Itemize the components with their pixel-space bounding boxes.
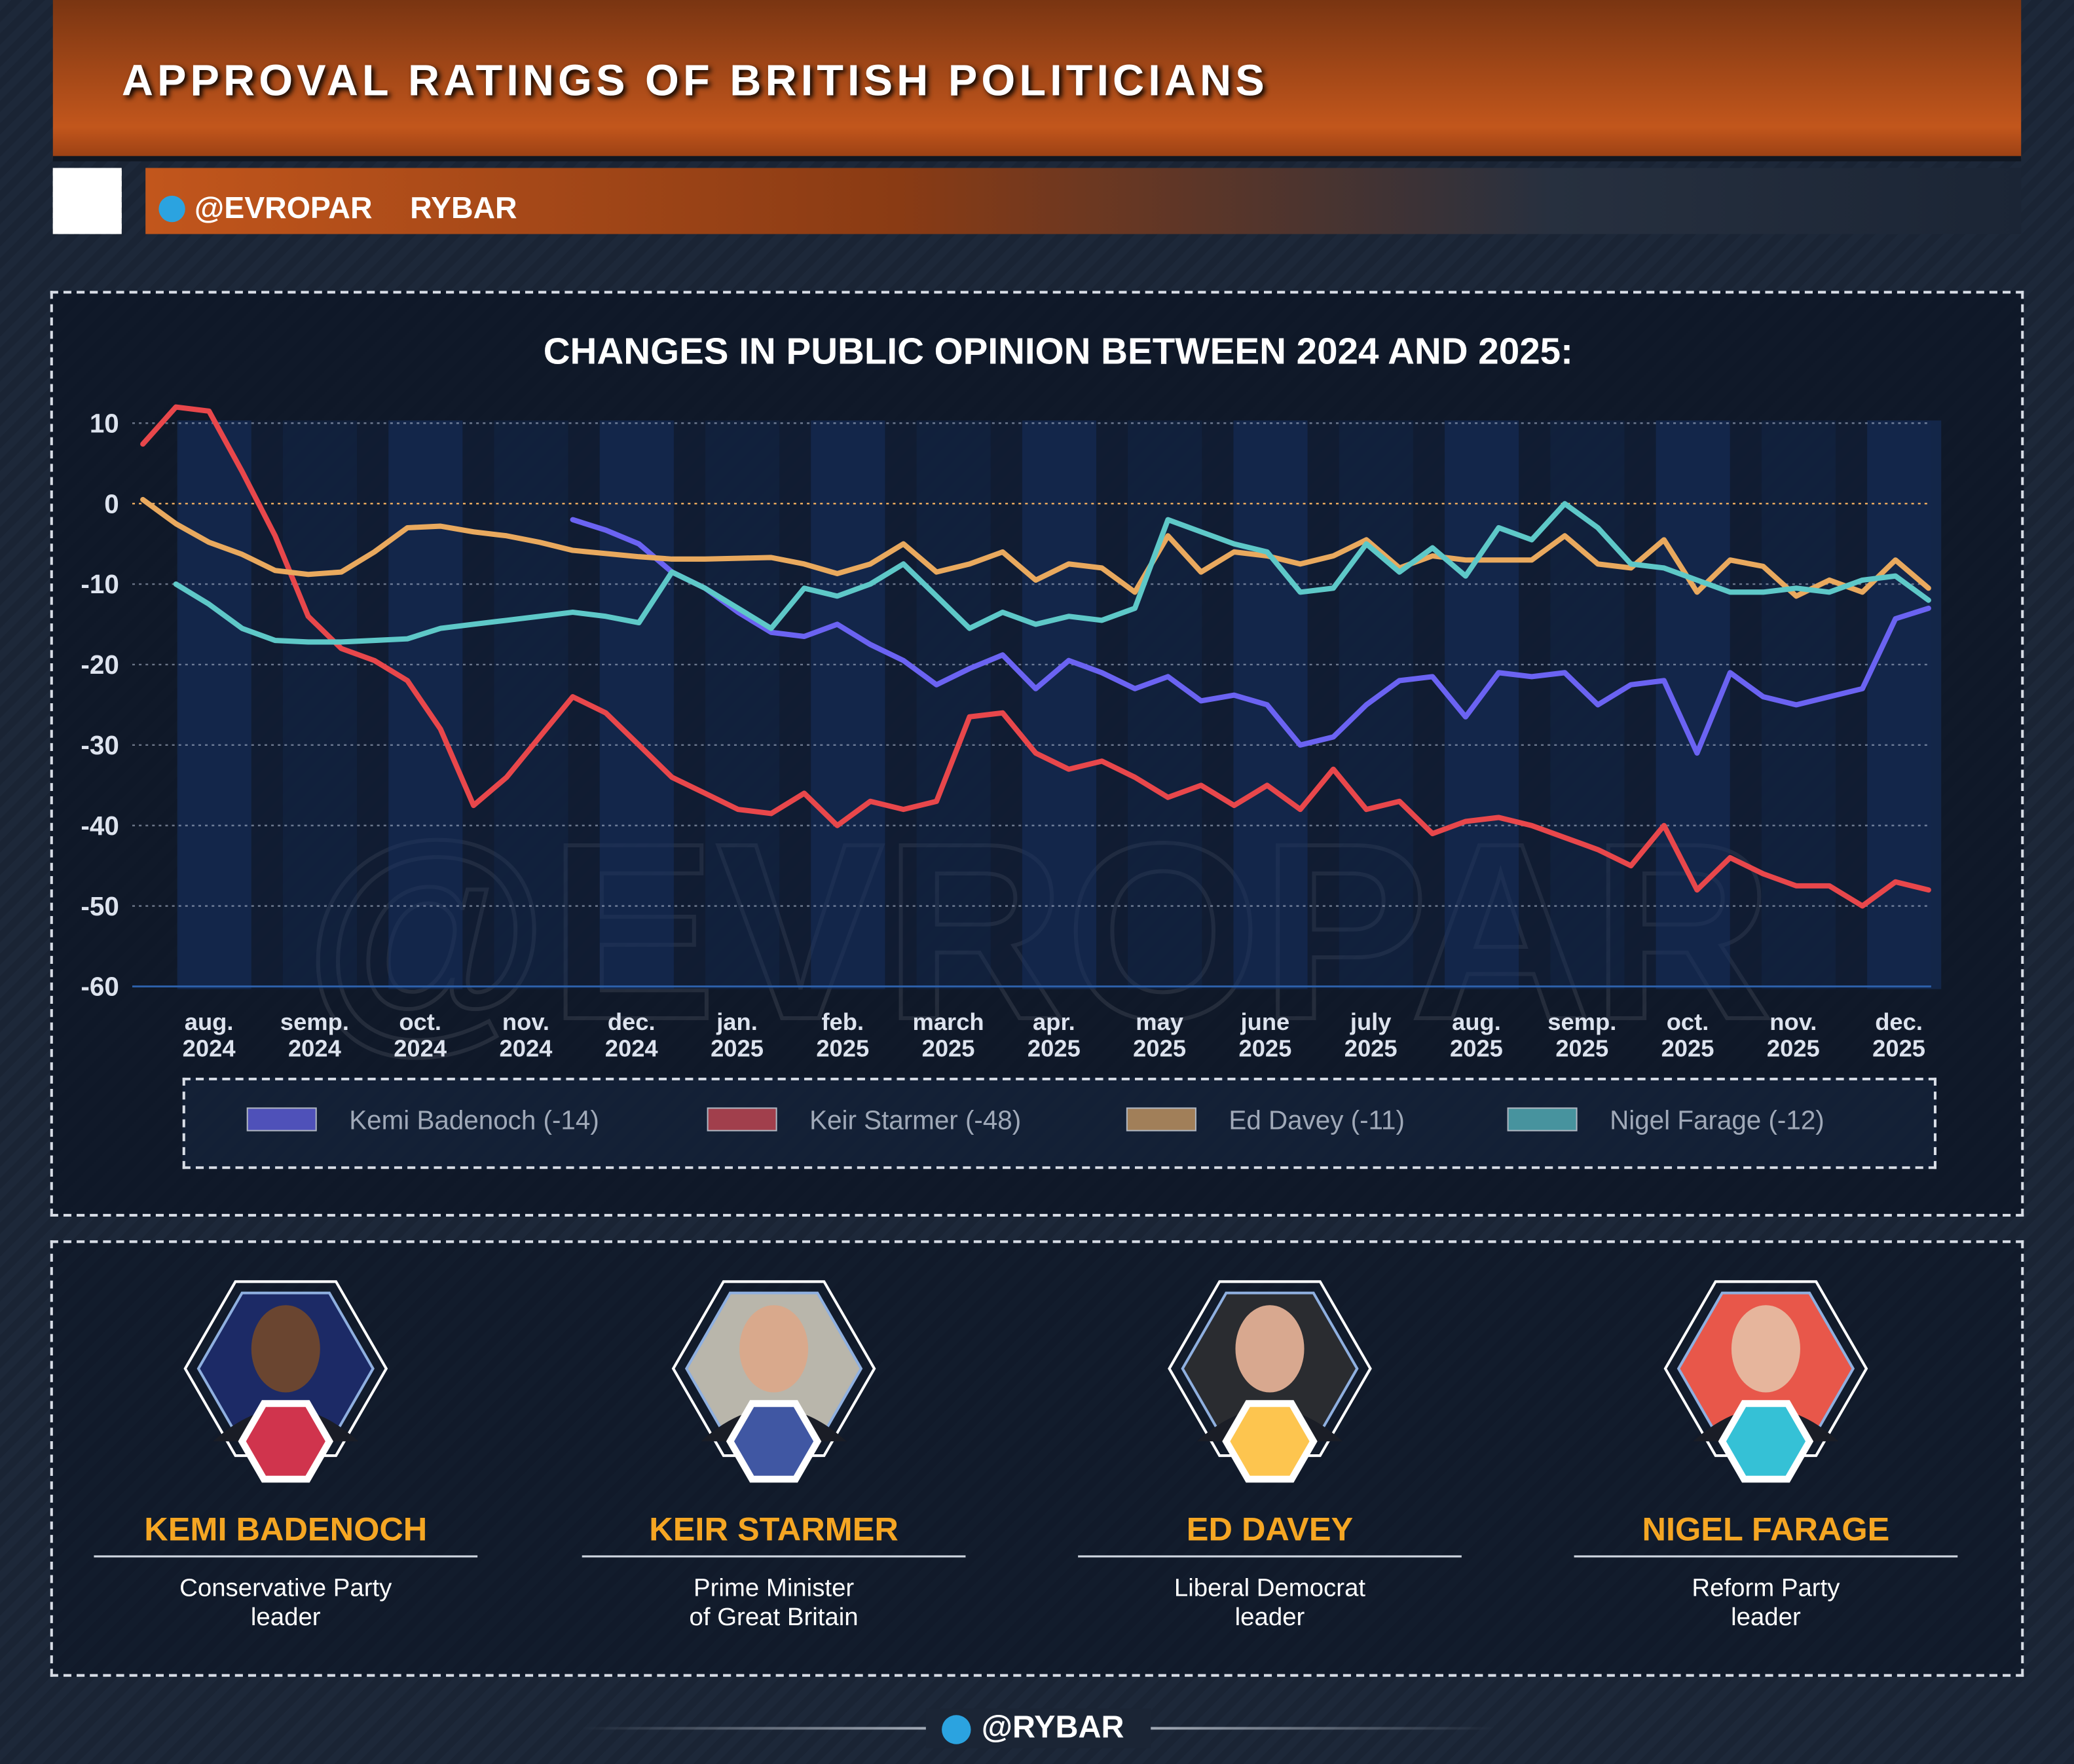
y-tick-label: -50: [81, 891, 119, 921]
legend-swatch: [1126, 1107, 1196, 1131]
month-band: [282, 420, 358, 989]
party-badge-inner: [246, 1406, 325, 1476]
hexagon-frame: [183, 1280, 388, 1458]
legend-swatch: [707, 1107, 777, 1131]
party-badge-inner: [1726, 1406, 1806, 1476]
month-band: [1550, 420, 1625, 989]
series-line: [173, 501, 1931, 645]
x-tick-label: jan. 2025: [711, 1008, 764, 1062]
handle: @EVROPAR: [194, 190, 373, 225]
profile-name: KEMI BADENOCH: [144, 1511, 428, 1549]
party-badge-inner: [1230, 1406, 1310, 1476]
chart: @EVROPAR CHANGES IN PUBLIC OPINION BETWE…: [81, 330, 1942, 1135]
x-tick-label: semp. 2025: [1547, 1008, 1617, 1062]
hexagon-frame: [1168, 1280, 1372, 1458]
x-tick-label: aug. 2024: [182, 1008, 236, 1062]
month-band: [916, 420, 991, 989]
telegram-icon: [158, 195, 185, 223]
month-band: [811, 420, 885, 989]
y-tick-label: -60: [81, 972, 119, 1002]
month-band: [705, 420, 780, 989]
month-band: [1128, 420, 1202, 989]
month-band: [599, 420, 674, 989]
qr-code: [52, 168, 122, 234]
month-band: [494, 420, 568, 989]
x-tick-label: oct. 2024: [394, 1008, 447, 1062]
profile-role: Reform Party leader: [1692, 1575, 1840, 1632]
plot-bg: [178, 420, 1931, 989]
header-title: APPROVAL RATINGS OF BRITISH POLITICIANS: [121, 55, 1268, 105]
series-line: [570, 517, 1931, 756]
portrait-head: [251, 1305, 320, 1393]
x-tick-label: dec. 2025: [1872, 1008, 1926, 1062]
profile-role: Conservative Party leader: [179, 1575, 392, 1632]
legend-swatch: [1507, 1107, 1578, 1131]
x-tick-label: june 2025: [1238, 1008, 1292, 1062]
legend-label: Ed Davey (-11): [1229, 1105, 1405, 1135]
x-tick-label: aug. 2025: [1450, 1008, 1503, 1062]
x-tick-label: may 2025: [1133, 1008, 1187, 1062]
profile-role: Liberal Democrat leader: [1174, 1575, 1366, 1632]
month-band: [1339, 420, 1413, 989]
portrait-head: [739, 1305, 809, 1393]
profile-name: ED DAVEY: [1186, 1511, 1354, 1549]
x-tick-label: nov. 2024: [499, 1008, 553, 1062]
profile-name: NIGEL FARAGE: [1642, 1511, 1890, 1549]
chart-title: CHANGES IN PUBLIC OPINION BETWEEN 2024 A…: [544, 330, 1573, 371]
handle: RYBAR: [410, 190, 517, 225]
chart-area: @EVROPAR CHANGES IN PUBLIC OPINION BETWE…: [81, 330, 1942, 1135]
month-band: [177, 420, 251, 989]
series-line: [140, 404, 1931, 909]
portrait-head: [1731, 1305, 1800, 1393]
hexagon-frame: [671, 1280, 876, 1458]
y-tick-label: -20: [81, 650, 119, 680]
profile-role: Prime Minister of Great Britain: [689, 1575, 859, 1632]
profile-name: KEIR STARMER: [649, 1511, 898, 1549]
x-tick-label: nov. 2025: [1766, 1008, 1820, 1062]
legend-label: Keir Starmer (-48): [809, 1105, 1021, 1135]
legend-frame: [182, 1077, 1936, 1169]
telegram-icon: [942, 1715, 971, 1744]
month-band: [1022, 420, 1097, 989]
y-tick-label: 10: [90, 408, 119, 438]
party-badge-inner: [733, 1406, 814, 1476]
x-tick-label: march 2025: [912, 1008, 984, 1062]
x-tick-label: dec. 2024: [604, 1008, 658, 1062]
series-line: [140, 496, 1931, 599]
profiles-frame: [50, 1240, 2024, 1677]
y-tick-label: 0: [104, 488, 119, 519]
legend-label: Nigel Farage (-12): [1610, 1105, 1824, 1135]
footer-handle: @RYBAR: [981, 1710, 1124, 1746]
y-tick-label: -30: [81, 730, 119, 760]
hexagon-frame: [1663, 1280, 1868, 1458]
x-tick-label: apr. 2025: [1027, 1008, 1081, 1062]
watermark: @EVROPAR: [304, 792, 1773, 1072]
legend-swatch: [246, 1107, 317, 1131]
x-tick-label: oct. 2025: [1661, 1008, 1714, 1062]
header-rule: [52, 156, 2022, 162]
x-tick-label: july 2025: [1344, 1008, 1398, 1062]
x-tick-label: semp. 2024: [280, 1008, 349, 1062]
x-tick-label: feb. 2025: [816, 1008, 870, 1062]
y-tick-label: -10: [81, 569, 119, 599]
legend-label: Kemi Badenoch (-14): [349, 1105, 599, 1135]
y-tick-label: -40: [81, 811, 119, 841]
header-bar: [52, 0, 2022, 159]
portrait-head: [1235, 1305, 1305, 1393]
handles-bar: [145, 168, 2022, 234]
